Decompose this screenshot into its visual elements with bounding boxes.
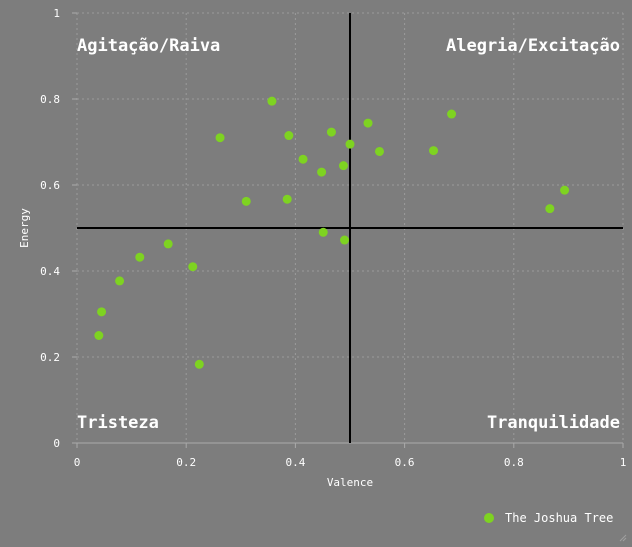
axes xyxy=(72,12,624,448)
data-point[interactable] xyxy=(97,307,107,317)
data-point[interactable] xyxy=(545,204,555,214)
quadrant-label-bottom-right: Tranquilidade xyxy=(487,413,620,433)
x-tick-label: 0.8 xyxy=(504,456,524,469)
resize-handle-1 xyxy=(619,534,627,542)
data-point[interactable] xyxy=(326,127,336,137)
tick-labels: 0 0.2 0.4 0.6 0.8 1 0 0.2 0.4 0.6 0.8 1 xyxy=(40,7,626,469)
data-point[interactable] xyxy=(188,262,198,272)
y-tick-label: 0 xyxy=(53,437,60,450)
data-point[interactable] xyxy=(163,239,173,249)
data-point[interactable] xyxy=(345,139,355,149)
x-tick-label: 0 xyxy=(74,456,81,469)
data-point[interactable] xyxy=(194,359,204,369)
data-point[interactable] xyxy=(298,154,308,164)
data-point[interactable] xyxy=(282,194,292,204)
quadrant-dividers xyxy=(77,13,623,443)
y-tick-label: 1 xyxy=(53,7,60,20)
x-tick-label: 0.6 xyxy=(395,456,415,469)
resize-handle-2 xyxy=(622,537,627,542)
data-point[interactable] xyxy=(363,118,373,128)
data-point[interactable] xyxy=(560,185,570,195)
data-point[interactable] xyxy=(374,146,384,156)
data-point[interactable] xyxy=(340,235,350,245)
quadrant-label-bottom-left: Tristeza xyxy=(77,413,159,433)
data-point[interactable] xyxy=(284,131,294,141)
data-point[interactable] xyxy=(267,96,277,106)
data-point[interactable] xyxy=(318,227,328,237)
legend-label: The Joshua Tree xyxy=(505,511,613,525)
y-tick-label: 0.6 xyxy=(40,179,60,192)
data-point[interactable] xyxy=(447,109,457,119)
data-point[interactable] xyxy=(429,146,439,156)
x-tick-label: 1 xyxy=(620,456,627,469)
y-tick-label: 0.2 xyxy=(40,351,60,364)
y-tick-label: 0.4 xyxy=(40,265,60,278)
x-tick-label: 0.4 xyxy=(285,456,305,469)
legend[interactable]: The Joshua Tree xyxy=(484,511,613,525)
data-point[interactable] xyxy=(317,167,327,177)
quadrant-label-top-right: Alegria/Excitação xyxy=(446,36,620,56)
quadrant-label-top-left: Agitação/Raiva xyxy=(77,36,220,56)
data-point[interactable] xyxy=(241,196,251,206)
data-point[interactable] xyxy=(94,331,104,340)
y-axis-label: Energy xyxy=(18,208,31,248)
y-tick-label: 0.8 xyxy=(40,93,60,106)
data-point[interactable] xyxy=(338,161,348,171)
data-points xyxy=(94,96,570,369)
data-point[interactable] xyxy=(115,276,125,286)
data-point[interactable] xyxy=(135,252,145,262)
x-tick-label: 0.2 xyxy=(176,456,196,469)
x-axis-label: Valence xyxy=(327,476,373,489)
data-point[interactable] xyxy=(215,133,225,143)
legend-marker xyxy=(484,513,494,523)
